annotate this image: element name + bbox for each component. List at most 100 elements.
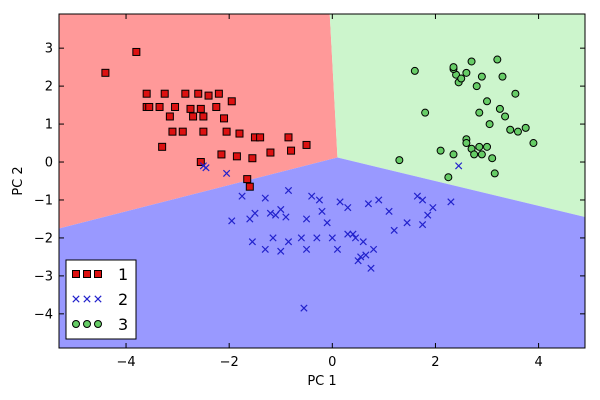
point-class-2-44 bbox=[429, 203, 437, 212]
point-class-2-26 bbox=[344, 230, 352, 238]
point-class-2-30 bbox=[357, 253, 365, 261]
point-class-2-24 bbox=[333, 245, 342, 253]
y-tick-label: 0 bbox=[45, 156, 53, 171]
point-class-2-7 bbox=[266, 209, 275, 217]
y-axis-label: PC 2 bbox=[11, 166, 26, 195]
point-class-2-36 bbox=[375, 196, 383, 204]
point-class-3-3 bbox=[436, 146, 445, 155]
point-class-2-13 bbox=[261, 245, 269, 253]
point-class-2-17 bbox=[297, 234, 305, 242]
point-class-2-21 bbox=[318, 207, 326, 215]
x-tick-label: −2 bbox=[220, 355, 239, 370]
point-class-2-23 bbox=[328, 234, 336, 242]
legend-marker-3 bbox=[72, 320, 80, 328]
point-class-1-30 bbox=[256, 133, 265, 142]
point-class-3-16 bbox=[472, 82, 481, 91]
point-class-1-0 bbox=[101, 68, 110, 77]
point-class-1-28 bbox=[248, 154, 257, 163]
point-class-1-36 bbox=[245, 182, 254, 191]
point-class-3-31 bbox=[513, 127, 522, 136]
point-class-2-37 bbox=[385, 207, 393, 215]
point-class-1-37 bbox=[196, 158, 205, 167]
point-class-2-16 bbox=[284, 238, 293, 246]
point-class-3-35 bbox=[485, 120, 494, 129]
point-class-2-39 bbox=[403, 219, 411, 227]
region-class-3 bbox=[329, 14, 585, 218]
y-tick-label: 2 bbox=[45, 80, 53, 95]
point-class-3-29 bbox=[506, 125, 515, 134]
point-class-1-9 bbox=[158, 142, 167, 151]
point-class-3-27 bbox=[498, 72, 507, 81]
point-class-2-49 bbox=[336, 198, 344, 206]
point-class-2-14 bbox=[269, 234, 277, 242]
point-class-3-23 bbox=[488, 154, 497, 163]
legend-marker-2 bbox=[94, 295, 102, 303]
point-class-3-32 bbox=[521, 123, 530, 132]
point-class-2-41 bbox=[418, 196, 427, 204]
point-class-1-22 bbox=[217, 150, 226, 159]
point-class-2-51 bbox=[308, 192, 316, 200]
point-class-2-48 bbox=[222, 169, 231, 178]
point-class-3-12 bbox=[462, 139, 471, 148]
point-class-1-31 bbox=[266, 148, 275, 157]
point-class-2-38 bbox=[390, 226, 398, 234]
point-class-1-6 bbox=[160, 89, 169, 98]
point-class-3-17 bbox=[475, 108, 484, 117]
y-tick-label: −2 bbox=[34, 231, 53, 246]
point-class-1-24 bbox=[222, 127, 231, 136]
point-class-1-12 bbox=[186, 104, 195, 113]
point-class-1-34 bbox=[302, 140, 311, 149]
point-class-3-9 bbox=[457, 74, 466, 83]
point-class-2-43 bbox=[424, 211, 432, 219]
legend-marker-2 bbox=[83, 295, 91, 303]
y-tick-label: 1 bbox=[45, 118, 53, 133]
y-tick-label: −3 bbox=[34, 269, 53, 284]
point-class-3-34 bbox=[449, 63, 458, 72]
x-axis-label: PC 1 bbox=[307, 374, 336, 389]
point-class-2-27 bbox=[349, 230, 357, 238]
point-class-1-5 bbox=[155, 102, 164, 111]
point-class-1-4 bbox=[145, 102, 154, 111]
point-class-2-22 bbox=[323, 219, 331, 227]
legend-marker-1 bbox=[83, 270, 91, 278]
point-class-3-15 bbox=[470, 150, 479, 159]
point-class-2-5 bbox=[228, 217, 236, 225]
point-class-2-9 bbox=[277, 205, 285, 214]
point-class-1-19 bbox=[204, 91, 213, 100]
x-tick-label: 2 bbox=[431, 355, 439, 370]
point-class-2-29 bbox=[354, 257, 362, 265]
point-class-1-35 bbox=[243, 175, 252, 184]
point-class-3-28 bbox=[501, 112, 510, 121]
point-class-3-0 bbox=[410, 66, 419, 75]
legend-marker-3 bbox=[94, 320, 102, 328]
plot-frame bbox=[58, 13, 586, 349]
point-class-3-30 bbox=[511, 89, 520, 98]
legend-label-3: 3 bbox=[118, 315, 128, 334]
point-class-1-18 bbox=[199, 127, 208, 136]
point-class-3-13 bbox=[467, 57, 476, 66]
decision-regions bbox=[59, 14, 585, 348]
point-class-3-25 bbox=[493, 55, 502, 64]
y-tick-label: 3 bbox=[45, 42, 53, 57]
point-class-2-2 bbox=[238, 192, 246, 200]
point-class-2-28 bbox=[351, 234, 360, 242]
point-class-1-1 bbox=[132, 47, 141, 56]
point-class-2-10 bbox=[284, 186, 293, 195]
point-class-1-33 bbox=[287, 146, 296, 155]
point-class-2-1 bbox=[202, 164, 210, 172]
point-class-2-3 bbox=[246, 215, 254, 223]
point-class-1-23 bbox=[220, 114, 229, 123]
point-class-1-11 bbox=[181, 89, 190, 98]
y-tick-label: −1 bbox=[34, 193, 53, 208]
point-class-2-33 bbox=[364, 200, 373, 208]
point-class-3-19 bbox=[477, 72, 486, 81]
point-class-1-13 bbox=[189, 112, 198, 121]
point-class-2-40 bbox=[413, 192, 422, 200]
legend-marker-2 bbox=[72, 295, 80, 303]
point-class-1-15 bbox=[194, 89, 203, 98]
legend-marker-3 bbox=[83, 320, 91, 328]
point-class-1-8 bbox=[168, 127, 177, 136]
legend-marker-1 bbox=[72, 270, 80, 278]
point-class-2-19 bbox=[313, 234, 321, 242]
region-class-1 bbox=[59, 14, 338, 229]
